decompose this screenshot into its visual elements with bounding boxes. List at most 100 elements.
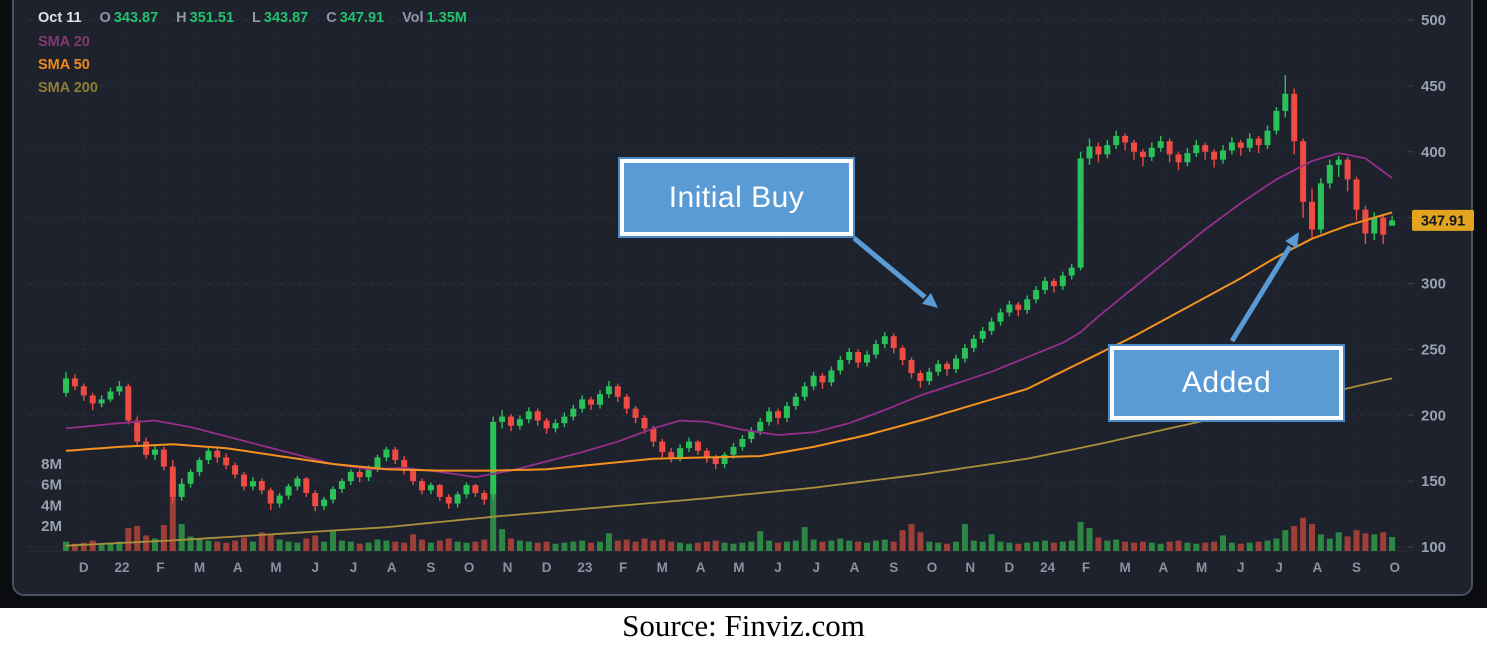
candle-body bbox=[232, 465, 239, 475]
volume-bar bbox=[561, 542, 568, 551]
volume-bar bbox=[1255, 541, 1262, 551]
price-axis-label: 100 bbox=[1421, 539, 1446, 556]
annotation-added-label: Added bbox=[1181, 366, 1272, 399]
time-axis-label: J bbox=[1237, 560, 1245, 575]
candle-body bbox=[597, 394, 603, 405]
candle-body bbox=[730, 446, 737, 455]
time-axis-label: D bbox=[79, 560, 89, 575]
volume-bar bbox=[472, 541, 479, 551]
source-caption: Source: Finviz.com bbox=[0, 608, 1487, 654]
volume-bar bbox=[1131, 542, 1137, 551]
volume-bar bbox=[1104, 540, 1111, 551]
candle-body bbox=[169, 466, 176, 497]
candle-body bbox=[383, 449, 390, 458]
candle-body bbox=[757, 421, 764, 432]
candle-body bbox=[917, 373, 924, 381]
time-axis-label: S bbox=[889, 560, 898, 575]
volume-bar bbox=[694, 542, 701, 551]
volume-bar bbox=[330, 530, 336, 551]
volume-bar bbox=[1300, 517, 1307, 551]
volume-bar bbox=[935, 542, 942, 551]
time-axis-label: M bbox=[1196, 560, 1207, 575]
volume-bar bbox=[783, 541, 790, 551]
volume-bar bbox=[1282, 530, 1289, 551]
legend-open: O 343.87 bbox=[99, 10, 159, 26]
volume-bar bbox=[499, 529, 506, 551]
candle-body bbox=[614, 386, 621, 397]
candle-body bbox=[508, 416, 514, 426]
candle-body bbox=[588, 399, 595, 405]
price-axis-label: 150 bbox=[1421, 473, 1446, 490]
price-axis-label: 500 bbox=[1421, 12, 1446, 29]
candle-body bbox=[908, 359, 915, 374]
candle-body bbox=[775, 411, 781, 418]
volume-bar bbox=[1380, 532, 1387, 551]
volume-bar bbox=[134, 526, 141, 551]
candle-body bbox=[249, 481, 256, 487]
volume-bar bbox=[837, 538, 844, 551]
candle-body bbox=[686, 441, 692, 449]
time-axis-label: D bbox=[1005, 560, 1015, 575]
candle-body bbox=[223, 457, 230, 466]
candle-body bbox=[80, 386, 87, 396]
candle-body bbox=[1157, 141, 1164, 148]
candle-body bbox=[988, 321, 995, 331]
candle-body bbox=[712, 457, 719, 464]
volume-axis-label: 2M bbox=[41, 518, 62, 535]
candle-body bbox=[668, 452, 675, 458]
time-axis-label: S bbox=[1352, 560, 1361, 575]
candle-body bbox=[196, 460, 203, 472]
volume-bar bbox=[650, 540, 657, 551]
candle-body bbox=[703, 450, 710, 458]
candle-body bbox=[970, 338, 977, 349]
sma20-line bbox=[65, 152, 1393, 479]
candle-body bbox=[1237, 142, 1244, 148]
price-gridlines bbox=[28, 19, 1414, 548]
volume-bar bbox=[267, 534, 274, 551]
volume-bar bbox=[1353, 530, 1360, 551]
volume-bar bbox=[1077, 521, 1084, 551]
time-axis-label: O bbox=[464, 560, 475, 575]
candle-body bbox=[1291, 93, 1298, 142]
volume-bar bbox=[997, 541, 1004, 551]
candle-body bbox=[828, 370, 835, 383]
volume-bar bbox=[374, 539, 381, 551]
candle-body bbox=[1086, 146, 1093, 159]
candle-body bbox=[632, 408, 639, 418]
volume-bar bbox=[614, 540, 621, 551]
volume-bar bbox=[979, 541, 986, 551]
sma50-label: SMA 50 bbox=[38, 57, 90, 73]
volume-bar bbox=[294, 542, 301, 551]
candle-body bbox=[1264, 130, 1271, 146]
candle-body bbox=[1015, 304, 1022, 310]
volume-bar bbox=[1024, 542, 1031, 551]
volume-bar bbox=[205, 540, 212, 551]
time-axis-label: F bbox=[619, 560, 627, 575]
volume-bar bbox=[721, 542, 728, 551]
volume-bar bbox=[1042, 540, 1048, 551]
volume-bar bbox=[899, 530, 906, 551]
candle-body bbox=[579, 399, 586, 409]
time-axis-label: 22 bbox=[115, 560, 130, 575]
annotation-arrows bbox=[852, 232, 1299, 343]
candle-body bbox=[1362, 209, 1369, 234]
candle-body bbox=[1184, 153, 1191, 163]
candle-body bbox=[819, 375, 826, 383]
candle-body bbox=[187, 471, 194, 484]
volume-bar bbox=[312, 535, 319, 551]
volume-bar bbox=[1122, 541, 1129, 551]
price-chart-canvas[interactable]: 500 450 400 300 250 200 150 100 8M 6M 4M 2M D 22 F M A M J… bbox=[0, 0, 1487, 608]
candle-body bbox=[570, 408, 577, 417]
candle-body bbox=[1273, 110, 1280, 131]
volume-bar bbox=[881, 539, 888, 551]
volume-bar bbox=[401, 542, 408, 551]
volume-bar bbox=[1068, 540, 1075, 551]
candle-body bbox=[356, 471, 363, 478]
candle-body bbox=[1326, 164, 1333, 184]
sma20-label: SMA 20 bbox=[38, 34, 90, 50]
volume-bar bbox=[1246, 542, 1253, 551]
volume-bar bbox=[427, 542, 434, 551]
volume-bar bbox=[810, 539, 817, 551]
last-price-tag: 347.91 bbox=[1412, 209, 1474, 231]
candle-body bbox=[650, 428, 657, 442]
